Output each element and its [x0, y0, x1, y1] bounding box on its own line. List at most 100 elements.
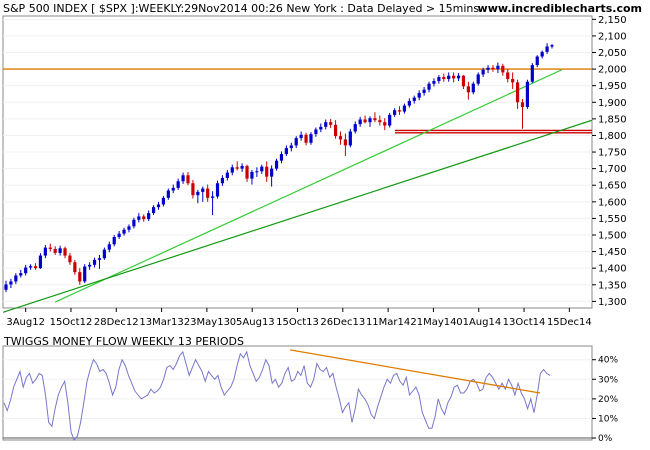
bar-body — [33, 266, 38, 269]
price-bar — [358, 116, 362, 127]
price-bar — [215, 180, 220, 199]
bar-body — [432, 81, 436, 84]
bar-body — [132, 219, 136, 227]
bar-body — [442, 77, 446, 80]
money-flow-trendline — [289, 349, 541, 394]
price-bar — [171, 184, 175, 194]
bar-body — [73, 262, 77, 273]
y-tick-label: 1,750 — [598, 148, 627, 159]
bar-body — [53, 248, 57, 253]
x-tick-label: 23May13 — [184, 317, 230, 328]
price-y-axis: 1,300 1,350 1,400 1,450 1,500 1,550 1,600 1,650… — [592, 15, 627, 308]
x-tick-label: 15Oct12 — [50, 317, 93, 328]
bar-body — [515, 82, 520, 103]
bar-body — [210, 196, 215, 198]
indicator-panel-frame — [2, 345, 593, 441]
bar-body — [289, 145, 293, 149]
y-tick-label: 1,650 — [598, 181, 627, 192]
bar-body — [491, 67, 495, 70]
price-bar — [112, 235, 116, 247]
bar-body — [63, 248, 67, 256]
price-bar — [338, 131, 343, 145]
bar-body — [279, 154, 284, 161]
price-bar — [501, 63, 505, 76]
price-bar — [545, 43, 549, 54]
price-bar — [329, 118, 333, 129]
bar-body — [540, 51, 544, 57]
bar-body — [520, 102, 525, 107]
price-bar — [53, 246, 57, 255]
price-bar — [250, 169, 254, 185]
bar-body — [456, 75, 461, 79]
price-bar — [186, 171, 190, 186]
price-bar — [530, 63, 534, 84]
price-bar — [525, 79, 530, 109]
price-bar — [147, 210, 151, 222]
price-bar — [102, 247, 106, 260]
bar-body — [274, 160, 279, 169]
bar-body — [270, 168, 274, 177]
price-bar — [43, 244, 47, 259]
bar-body — [260, 166, 264, 172]
bar-body — [250, 171, 254, 179]
bar-body — [255, 171, 259, 173]
bar-body — [535, 56, 539, 66]
y-tick-label: 2,150 — [598, 15, 627, 26]
bar-body — [151, 207, 156, 214]
bar-body — [181, 175, 185, 182]
bar-body — [88, 264, 92, 267]
bar-body — [412, 97, 416, 101]
price-bar — [515, 79, 520, 109]
price-bar — [427, 81, 431, 93]
bar-body — [550, 45, 554, 47]
bar-body — [19, 273, 23, 276]
y-tick-label: 1,400 — [598, 264, 627, 275]
bar-body — [501, 65, 505, 73]
price-bar — [491, 65, 495, 72]
price-bar — [452, 72, 456, 83]
x-tick-label: 05Aug13 — [230, 317, 275, 328]
bar-body — [427, 83, 431, 90]
price-bar — [142, 214, 146, 222]
y-tick-label: 1,800 — [598, 131, 627, 142]
price-bar — [196, 189, 200, 204]
price-bar — [476, 72, 480, 86]
bar-body — [299, 134, 303, 139]
bar-body — [9, 281, 13, 285]
price-bar — [506, 69, 510, 83]
price-bar — [348, 128, 352, 148]
indicator-y-axis: 0% 10% 20% 30% 40% — [592, 356, 618, 444]
price-bar — [388, 112, 392, 128]
price-bar — [176, 178, 180, 190]
bar-body — [388, 114, 392, 126]
bar-body — [137, 216, 141, 220]
bar-body — [392, 110, 397, 115]
site-url[interactable]: www.incrediblecharts.com — [477, 2, 642, 15]
bar-body — [397, 110, 402, 112]
price-bar — [161, 195, 166, 207]
price-bar — [132, 217, 136, 229]
bar-body — [353, 124, 357, 132]
bar-body — [102, 249, 106, 259]
y-tick-label: 1,450 — [598, 247, 627, 258]
price-bar — [107, 241, 111, 253]
price-bar — [122, 227, 126, 236]
price-bar — [201, 186, 205, 202]
bar-body — [97, 258, 102, 260]
bar-body — [363, 119, 367, 123]
bar-body — [92, 259, 97, 265]
bar-body — [245, 165, 249, 179]
price-bar — [265, 161, 269, 182]
price-bar — [240, 163, 244, 172]
price-bar — [235, 161, 239, 171]
bar-body — [378, 120, 382, 123]
bar-body — [496, 65, 500, 70]
bar-body — [240, 165, 244, 169]
trend-line-fast — [54, 69, 563, 303]
indicator-title: TWIGGS MONEY FLOW WEEKLY 13 PERIODS — [4, 335, 244, 348]
price-bar — [333, 120, 338, 139]
bar-body — [43, 247, 47, 256]
price-bar — [58, 245, 62, 256]
money-flow-line — [3, 350, 551, 441]
bar-body — [68, 255, 72, 263]
